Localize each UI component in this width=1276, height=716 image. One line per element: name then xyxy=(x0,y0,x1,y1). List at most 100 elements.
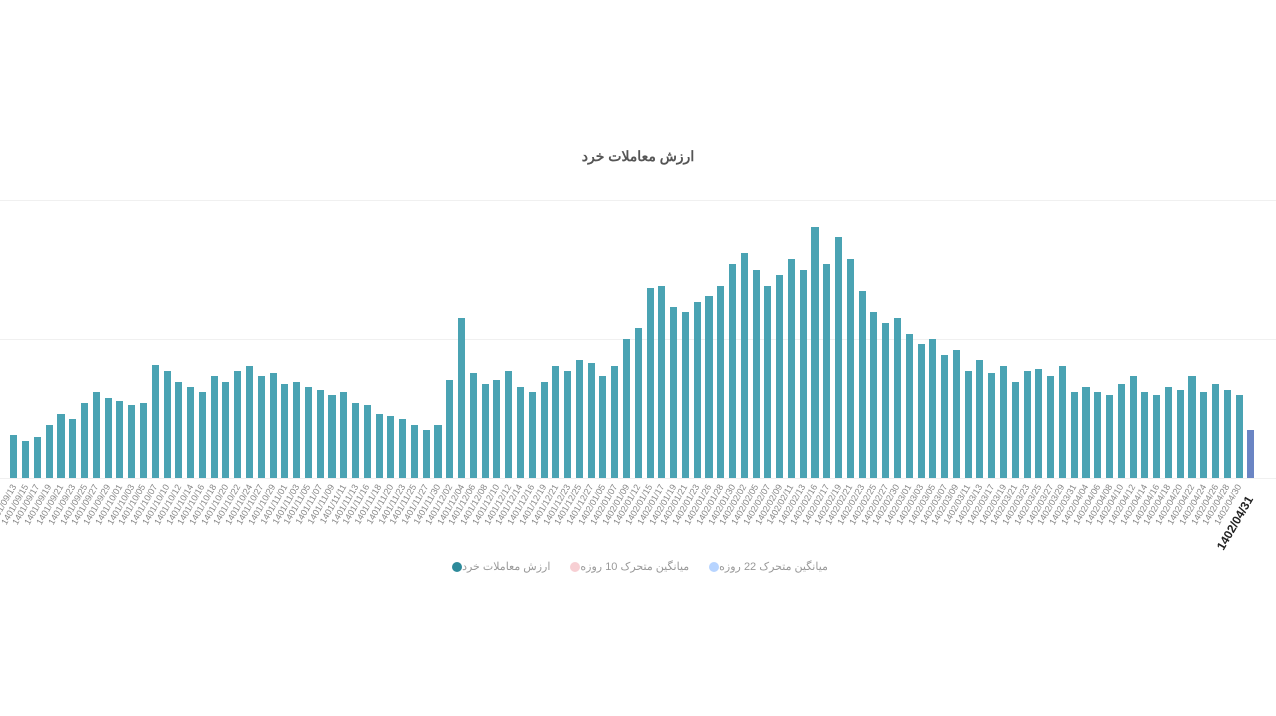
bar-slot xyxy=(668,200,680,478)
bar-slot xyxy=(1186,200,1198,478)
bar xyxy=(1012,382,1019,478)
plot-area xyxy=(8,200,1256,478)
bar-slot xyxy=(420,200,432,478)
bar xyxy=(647,288,654,478)
bar-slot xyxy=(1174,200,1186,478)
bar xyxy=(46,425,53,478)
bar xyxy=(340,392,347,478)
bar xyxy=(529,392,536,478)
bar xyxy=(588,363,595,478)
bar-slot xyxy=(479,200,491,478)
bar xyxy=(505,371,512,478)
bar-slot xyxy=(1233,200,1245,478)
bar-slot xyxy=(727,200,739,478)
bar-slot xyxy=(844,200,856,478)
legend-dot xyxy=(452,562,462,572)
bar xyxy=(953,350,960,478)
bar-slot xyxy=(244,200,256,478)
bar-slot xyxy=(797,200,809,478)
bar xyxy=(753,270,760,479)
bar-slot xyxy=(538,200,550,478)
bar xyxy=(493,380,500,478)
bar xyxy=(446,380,453,478)
bar xyxy=(552,366,559,478)
bar xyxy=(57,414,64,478)
bar-slot xyxy=(255,200,267,478)
bar xyxy=(517,387,524,478)
bar-slot xyxy=(173,200,185,478)
bar xyxy=(623,339,630,478)
bar xyxy=(281,384,288,478)
bar xyxy=(128,405,135,478)
bar-slot xyxy=(856,200,868,478)
bar-slot xyxy=(880,200,892,478)
bar-slot xyxy=(208,200,220,478)
bar xyxy=(941,355,948,478)
bar-slot xyxy=(32,200,44,478)
bar xyxy=(576,360,583,478)
legend-dot xyxy=(570,562,580,572)
bar xyxy=(411,425,418,478)
bar-slot xyxy=(385,200,397,478)
chart-title: ارزش معاملات خرد xyxy=(0,148,1276,165)
bar xyxy=(152,365,159,478)
bar-slot xyxy=(951,200,963,478)
bar-slot xyxy=(1245,200,1257,478)
bar xyxy=(729,264,736,478)
bar xyxy=(717,286,724,478)
bar-slot xyxy=(1080,200,1092,478)
bar-slot xyxy=(750,200,762,478)
bar-slot xyxy=(632,200,644,478)
bar-slot xyxy=(927,200,939,478)
bar xyxy=(918,344,925,478)
bar-slot xyxy=(562,200,574,478)
bar-slot xyxy=(774,200,786,478)
bar-slot xyxy=(126,200,138,478)
bar-slot xyxy=(1104,200,1116,478)
bar xyxy=(670,307,677,478)
bar xyxy=(116,401,123,478)
bar-slot xyxy=(515,200,527,478)
bar-slot xyxy=(467,200,479,478)
bar-slot xyxy=(915,200,927,478)
bar-slot xyxy=(715,200,727,478)
bar xyxy=(293,382,300,478)
bar-slot xyxy=(114,200,126,478)
bar-slot xyxy=(503,200,515,478)
bar xyxy=(1153,395,1160,478)
legend-dot xyxy=(709,562,719,572)
bar-slot xyxy=(197,200,209,478)
bar xyxy=(1071,392,1078,478)
bar xyxy=(1024,371,1031,478)
bar xyxy=(694,302,701,478)
bar-slot xyxy=(1115,200,1127,478)
bar xyxy=(211,376,218,478)
bar-slot xyxy=(185,200,197,478)
bar-slot xyxy=(326,200,338,478)
bar xyxy=(929,339,936,478)
bar-slot xyxy=(574,200,586,478)
bar xyxy=(870,312,877,478)
bar xyxy=(682,312,689,478)
bar-slot xyxy=(1210,200,1222,478)
bar xyxy=(859,291,866,478)
bar-slot xyxy=(833,200,845,478)
bar xyxy=(1082,387,1089,478)
bar xyxy=(658,286,665,478)
bar xyxy=(764,286,771,478)
bar xyxy=(246,366,253,478)
bar-slot xyxy=(1057,200,1069,478)
bar xyxy=(328,395,335,478)
bar xyxy=(1035,369,1042,478)
bar xyxy=(1106,395,1113,478)
chart-container: ارزش معاملات خرد 1401/09/131401/09/15140… xyxy=(0,0,1276,716)
bar xyxy=(1047,376,1054,478)
bar xyxy=(270,373,277,478)
bar xyxy=(482,384,489,478)
bar xyxy=(882,323,889,478)
bar-slot xyxy=(232,200,244,478)
bar-slot xyxy=(939,200,951,478)
bar xyxy=(10,435,17,478)
bar-slot xyxy=(373,200,385,478)
bar-slot xyxy=(986,200,998,478)
